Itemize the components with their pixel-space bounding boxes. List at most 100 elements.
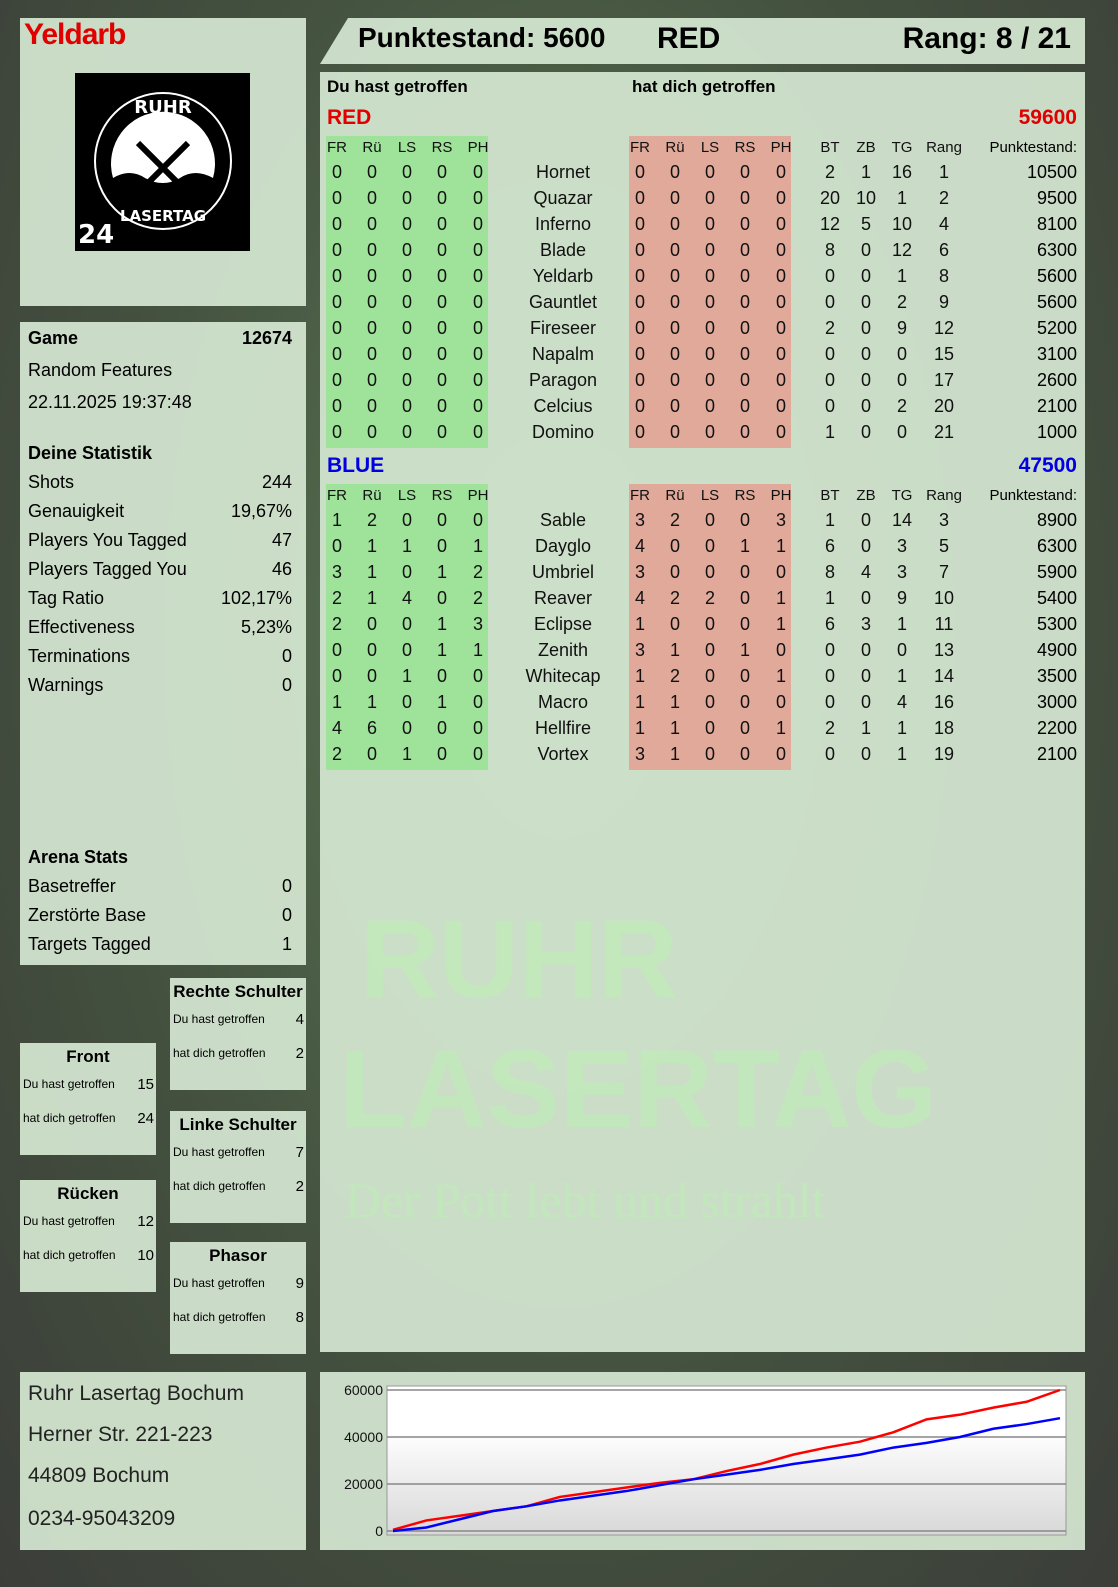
- stat-zb: 0: [860, 292, 871, 312]
- team-label: RED: [657, 22, 721, 55]
- stat-bt: 2: [824, 318, 835, 338]
- hit-you-heading: hat dich getroffen: [632, 77, 776, 96]
- game-id: 12674: [241, 328, 292, 348]
- you-hit-bg: [326, 136, 488, 448]
- arena-row: Targets Tagged 1: [28, 934, 292, 955]
- col-header: FR: [630, 487, 650, 504]
- zone-you-value: 7: [295, 1144, 304, 1161]
- player-score: 8100: [1036, 214, 1077, 234]
- you-hit-cell: 0: [366, 666, 377, 686]
- hit-you-cell: 1: [634, 614, 645, 634]
- stat-zb: 4: [860, 562, 871, 582]
- svg-text:LASERTAG: LASERTAG: [120, 207, 206, 225]
- zone-them-value: 10: [137, 1247, 154, 1264]
- zone-them-label: hat dich getroffen: [173, 1046, 266, 1060]
- hit-you-cell: 3: [634, 640, 645, 660]
- arena-label: Targets Tagged: [28, 934, 151, 954]
- you-hit-cell: 0: [366, 640, 377, 660]
- hit-you-cell: 1: [775, 666, 786, 686]
- stat-row: Players Tagged You 46: [28, 559, 292, 580]
- hit-you-cell: 0: [704, 640, 715, 660]
- you-hit-cell: 0: [331, 188, 342, 208]
- hit-you-cell: 0: [704, 510, 715, 530]
- you-hit-cell: 0: [366, 614, 377, 634]
- stat-rang: 1: [938, 162, 949, 182]
- you-hit-cell: 4: [401, 588, 412, 608]
- stat-value: 46: [271, 559, 292, 579]
- you-hit-cell: 0: [401, 370, 412, 390]
- hit-you-cell: 1: [739, 536, 750, 556]
- stat-rang: 3: [938, 510, 949, 530]
- chart-panel: 0 20000 40000 60000: [320, 1372, 1085, 1550]
- stat-bt: 20: [819, 188, 841, 208]
- hit-you-cell: 0: [775, 292, 786, 312]
- zone-them-label: hat dich getroffen: [23, 1248, 116, 1262]
- zone-you-label: Du hast getroffen: [173, 1276, 265, 1290]
- score-label: Punktestand: 5600: [358, 22, 606, 53]
- player-name: Celcius: [533, 396, 593, 416]
- hit-you-cell: 0: [775, 562, 786, 582]
- hit-you-cell: 0: [739, 422, 750, 442]
- you-hit-cell: 0: [436, 344, 447, 364]
- you-hit-cell: 1: [401, 666, 412, 686]
- you-hit-cell: 0: [401, 718, 412, 738]
- hit-you-cell: 1: [669, 744, 680, 764]
- arena-row: Basetreffer 0: [28, 876, 292, 897]
- hit-you-bg: [629, 484, 791, 770]
- stat-label: Shots: [28, 472, 75, 492]
- you-hit-cell: 0: [472, 396, 483, 416]
- player-name: Whitecap: [525, 666, 601, 686]
- zone-linke-schulter: Linke Schulter Du hast getroffen 7 hat dich…: [170, 1111, 306, 1223]
- you-hit-cell: 0: [472, 240, 483, 260]
- col-header: RS: [734, 487, 756, 504]
- col-header: PH: [770, 487, 792, 504]
- player-score: 10500: [1026, 162, 1077, 182]
- hit-you-cell: 0: [704, 536, 715, 556]
- you-hit-cell: 0: [401, 292, 412, 312]
- you-hit-cell: 1: [401, 744, 412, 764]
- hit-you-cell: 0: [739, 396, 750, 416]
- stat-zb: 1: [860, 718, 871, 738]
- you-hit-cell: 0: [401, 640, 412, 660]
- col-header: Rang: [926, 487, 962, 504]
- you-hit-cell: 0: [401, 692, 412, 712]
- col-header: ZB: [856, 487, 876, 504]
- stat-zb: 1: [860, 162, 871, 182]
- you-hit-cell: 0: [436, 370, 447, 390]
- you-hit-cell: 1: [366, 692, 377, 712]
- col-header: TG: [891, 487, 913, 504]
- hit-you-cell: 0: [775, 396, 786, 416]
- stat-bt: 0: [824, 692, 835, 712]
- you-hit-cell: 1: [472, 536, 483, 556]
- you-hit-cell: 0: [472, 188, 483, 208]
- arena-label: Zerstörte Base: [28, 905, 147, 925]
- hit-you-cell: 3: [775, 510, 786, 530]
- hit-you-cell: 0: [634, 396, 645, 416]
- stat-tg: 4: [896, 692, 907, 712]
- hit-you-cell: 0: [775, 240, 786, 260]
- you-hit-cell: 1: [331, 510, 342, 530]
- player-score: 6300: [1036, 240, 1077, 260]
- rank-label: Rang: 8 / 21: [902, 22, 1071, 55]
- col-header: LS: [700, 139, 720, 156]
- stat-rang: 8: [938, 266, 949, 286]
- zone-title: Phasor: [209, 1246, 267, 1265]
- header-bar: Punktestand: 5600 RED Rang: 8 / 21: [320, 18, 1085, 64]
- address-panel: Ruhr Lasertag Bochum Herner Str. 221-223…: [20, 1372, 306, 1550]
- stat-label: Warnings: [28, 675, 104, 695]
- player-score: 1000: [1036, 422, 1077, 442]
- player-score: 2100: [1036, 744, 1077, 764]
- col-header: PH: [770, 139, 792, 156]
- arena-value: 0: [281, 905, 292, 925]
- arena-value: 1: [281, 934, 292, 954]
- hit-you-cell: 0: [775, 744, 786, 764]
- zone-them-value: 2: [295, 1045, 304, 1062]
- you-hit-cell: 0: [331, 422, 342, 442]
- stat-tg: 1: [896, 666, 907, 686]
- stat-value: 244: [261, 472, 292, 492]
- hit-you-cell: 0: [739, 240, 750, 260]
- hit-you-cell: 0: [739, 344, 750, 364]
- hit-you-cell: 2: [669, 510, 680, 530]
- col-header: Rü: [665, 487, 685, 504]
- hit-you-cell: 1: [634, 692, 645, 712]
